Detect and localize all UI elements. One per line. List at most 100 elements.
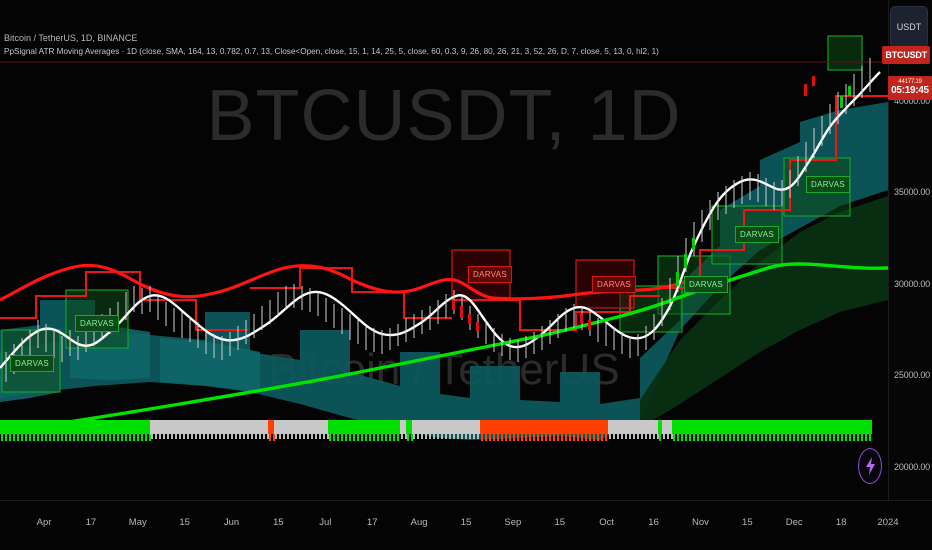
candle-bodies-red — [452, 76, 815, 331]
signal-band-tick — [417, 434, 419, 439]
signal-band-tick — [581, 434, 583, 441]
signal-band-tick — [449, 434, 451, 439]
signal-band-tick — [381, 434, 383, 441]
signal-band-tick — [513, 434, 515, 441]
signal-band-tick — [793, 434, 795, 441]
signal-band-tick — [133, 434, 135, 441]
signal-band-segment — [672, 420, 872, 434]
signal-band-tick — [405, 434, 407, 439]
signal-band-tick — [541, 434, 543, 441]
signal-band-tick — [441, 434, 443, 439]
signal-band-tick — [49, 434, 51, 441]
signal-band-tick — [323, 434, 325, 439]
signal-band-tick — [191, 434, 193, 439]
signal-band-tick — [349, 434, 351, 441]
signal-band-tick — [593, 434, 595, 441]
signal-band-tick — [577, 434, 579, 441]
signal-band-tick — [407, 434, 409, 441]
lightning-bolt-icon[interactable] — [858, 448, 882, 484]
signal-band-tick — [869, 434, 871, 441]
currency-toggle-button[interactable]: USDT — [890, 6, 928, 48]
signal-band-tick — [151, 434, 153, 439]
signal-band-tick — [473, 434, 475, 439]
signal-band-tick — [183, 434, 185, 439]
signal-band-tick — [601, 434, 603, 441]
price-scale[interactable]: 40000.00 35000.00 30000.00 25000.00 20000.00 — [888, 0, 932, 500]
time-tick-label: Jul — [319, 517, 332, 528]
chart-plot-area[interactable]: BTCUSDT, 1D Bitcoin / TetherUS — [0, 0, 888, 500]
bar-countdown: 05:19:45 — [891, 85, 929, 97]
signal-band-tick — [385, 434, 387, 441]
signal-band-tick — [737, 434, 739, 441]
signal-band-tick — [211, 434, 213, 439]
signal-band-tick — [85, 434, 87, 441]
signal-band-tick — [753, 434, 755, 441]
signal-band-tick — [805, 434, 807, 441]
signal-band-tick — [53, 434, 55, 441]
signal-band-tick — [377, 434, 379, 441]
cloud-green-lower — [640, 196, 888, 428]
signal-band-tick — [327, 434, 329, 439]
signal-band-tick — [809, 434, 811, 441]
countdown-price-tag[interactable]: 44177.19 05:19:45 — [888, 76, 932, 100]
darvas-box-label: DARVAS — [684, 276, 728, 293]
signal-band-tick — [697, 434, 699, 441]
signal-band-segment — [150, 420, 268, 434]
signal-band-tick — [247, 434, 249, 439]
signal-band-tick — [109, 434, 111, 441]
signal-band-tick — [841, 434, 843, 441]
price-tick-label: 35000.00 — [894, 187, 930, 198]
signal-band-tick — [641, 434, 643, 439]
signal-band-tick — [81, 434, 83, 441]
chart-legend[interactable]: Bitcoin / TetherUS, 1D, BINANCE PpSignal… — [4, 32, 659, 58]
signal-band-tick — [761, 434, 763, 441]
signal-band-tick — [429, 434, 431, 439]
signal-band-tick — [757, 434, 759, 441]
signal-band-tick — [113, 434, 115, 441]
signal-band-tick — [273, 434, 275, 441]
signal-band-tick — [621, 434, 623, 439]
signal-band-tick — [267, 434, 269, 439]
signal-band-tick — [461, 434, 463, 439]
signal-band-tick — [481, 434, 483, 441]
signal-band-tick — [817, 434, 819, 441]
time-tick-label: 15 — [273, 517, 284, 528]
price-tick-label: 25000.00 — [894, 370, 930, 381]
signal-band-tick — [677, 434, 679, 441]
signal-band-segment — [658, 420, 662, 434]
time-tick-label: Nov — [691, 517, 709, 528]
signal-band-tick — [501, 434, 503, 441]
signal-band-tick — [529, 434, 531, 441]
signal-band-segment — [406, 420, 412, 434]
green-rising-ma — [0, 262, 888, 434]
time-tick-label: Oct — [599, 517, 615, 528]
signal-band-segment — [662, 420, 672, 434]
signal-band-tick — [813, 434, 815, 441]
price-tick-label: 20000.00 — [894, 462, 930, 473]
time-tick-label: Apr — [36, 517, 52, 528]
signal-band-tick — [361, 434, 363, 441]
signal-band-tick — [155, 434, 157, 439]
signal-band-tick — [33, 434, 35, 441]
signal-band-tick — [21, 434, 23, 441]
signal-band-tick — [633, 434, 635, 439]
signal-band-segment — [400, 420, 406, 434]
signal-band-tick — [801, 434, 803, 441]
signal-band-tick — [865, 434, 867, 441]
signal-band-tick — [505, 434, 507, 441]
signal-band-tick — [369, 434, 371, 441]
ticker-price-tag[interactable]: BTCUSDT — [882, 46, 930, 64]
signal-band-tick — [837, 434, 839, 441]
signal-band-tick — [187, 434, 189, 439]
signal-band-tick — [235, 434, 237, 439]
signal-band-tick — [353, 434, 355, 441]
signal-band-tick — [77, 434, 79, 441]
signal-band-tick — [287, 434, 289, 439]
signal-band-tick — [401, 434, 403, 439]
time-scale[interactable]: Apr 17 May 15 Jun 15 Jul 17 Aug 15 Sep 15 Oct 16 Nov 15… — [0, 500, 932, 550]
darvas-box-label: DARVAS — [468, 266, 512, 283]
signal-band-tick — [159, 434, 161, 439]
signal-band-tick — [219, 434, 221, 439]
signal-band-tick — [561, 434, 563, 441]
signal-band-tick — [207, 434, 209, 439]
